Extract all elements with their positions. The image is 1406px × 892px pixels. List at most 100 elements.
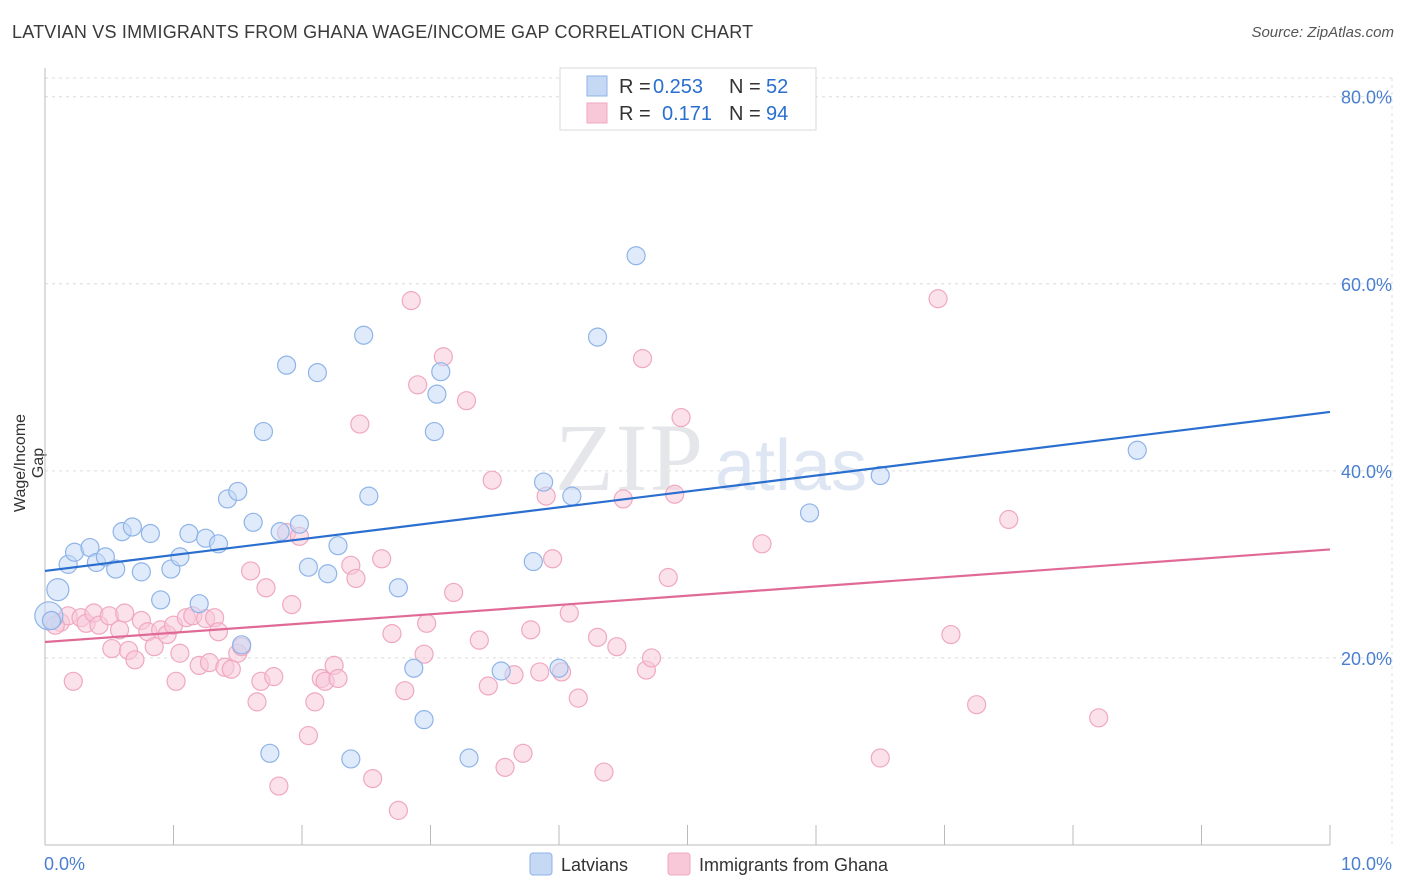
ghana-point [256, 578, 276, 598]
ghana-point [495, 757, 515, 777]
ghana-point [125, 650, 145, 670]
r-label-ghana: R = [619, 103, 651, 125]
latvians-point [388, 578, 408, 598]
ghana-point [264, 667, 284, 687]
latvians-point [533, 472, 554, 492]
latvians-point [270, 522, 290, 542]
latvians-point [106, 559, 126, 579]
latvians-swatch [586, 75, 608, 97]
latvians-point [232, 635, 252, 655]
ghana-point [388, 800, 408, 820]
latvians-point [799, 503, 820, 523]
ghana-point [542, 549, 563, 569]
legend-ghana-label: Immigrants from Ghana [699, 855, 889, 875]
ghana-point [305, 692, 325, 712]
latvians-point [424, 421, 444, 442]
ghana-point [247, 692, 267, 712]
ghana-point [282, 595, 302, 615]
latvians-point [414, 710, 434, 730]
ghana-point [382, 624, 402, 644]
ghana-point [269, 776, 289, 796]
legend-latvians-swatch [529, 852, 553, 876]
r-label-latvians: R = [619, 76, 651, 98]
ghana-point [417, 613, 437, 633]
latvians-point [587, 327, 608, 347]
ghana-point [752, 534, 772, 554]
ghana-point [641, 648, 662, 668]
y-tick-label: 80.0% [1341, 88, 1392, 108]
tick-labels: 20.0% 40.0% 60.0% 80.0% 0.0% 10.0% [44, 88, 1392, 874]
ghana-point [594, 762, 614, 782]
grid-lines [45, 77, 1393, 845]
ghana-point [456, 391, 477, 411]
ghana-point [115, 603, 135, 623]
axes [44, 68, 1331, 846]
ghana-trend-line [44, 548, 1331, 644]
latvians-point [289, 514, 310, 534]
data-points [34, 246, 1147, 820]
n-value-ghana: 94 [766, 103, 788, 125]
ghana-point [346, 568, 366, 589]
latvians-point [170, 547, 190, 567]
watermark-atlas: atlas [715, 426, 867, 506]
x-tick-label-left: 0.0% [44, 854, 85, 874]
ghana-point [513, 743, 533, 763]
latvians-point [404, 658, 424, 678]
ghana-point [241, 561, 261, 581]
ghana-point [408, 375, 428, 395]
ghana-point [444, 582, 464, 603]
latvians-point [276, 355, 297, 375]
latvians-point [427, 384, 447, 404]
ghana-point [372, 549, 392, 569]
ghana-point [328, 668, 348, 689]
latvians-point [523, 551, 543, 572]
x-tick-label-right: 10.0% [1341, 854, 1392, 874]
latvians-point [298, 557, 319, 577]
latvians-point [151, 590, 171, 610]
ghana-point [414, 644, 434, 664]
ghana-point [401, 291, 421, 311]
n-value-latvians: 52 [766, 76, 788, 98]
latvians-point [341, 749, 361, 769]
latvians-point [41, 610, 62, 631]
latvians-trend-line [44, 410, 1331, 573]
ghana-point [941, 624, 961, 645]
latvians-point [307, 363, 328, 383]
y-tick-label: 60.0% [1341, 275, 1392, 295]
r-value-ghana: 0.171 [662, 103, 712, 125]
n-label-ghana: N = [729, 103, 761, 125]
ghana-point [928, 289, 948, 309]
latvians-point [253, 421, 274, 442]
series-legend: Latvians Immigrants from Ghana [529, 852, 889, 876]
ghana-point [999, 509, 1019, 530]
ghana-point [298, 725, 319, 746]
latvians-point [260, 743, 280, 763]
latvians-point [328, 536, 348, 556]
latvians-point [491, 661, 511, 681]
ghana-point [530, 662, 550, 682]
latvians-point [562, 486, 582, 506]
latvians-point [459, 748, 479, 768]
latvians-point [122, 517, 142, 537]
ghana-point [1089, 708, 1109, 728]
latvians-point [46, 578, 70, 602]
watermark: ZIP atlas [555, 404, 867, 511]
legend-ghana-swatch [667, 852, 691, 876]
y-tick-label: 40.0% [1341, 462, 1392, 482]
ghana-point [870, 748, 890, 768]
latvians-point [431, 362, 451, 382]
latvians-point [354, 325, 374, 345]
ghana-point [478, 676, 498, 696]
ghana-point [658, 567, 678, 588]
ghana-point [144, 637, 164, 657]
r-value-latvians: 0.253 [653, 76, 703, 98]
ghana-swatch [586, 102, 608, 124]
chart-title: LATVIAN VS IMMIGRANTS FROM GHANA WAGE/IN… [12, 22, 754, 42]
ghana-point [469, 630, 489, 650]
latvians-point [626, 246, 646, 266]
ghana-point [170, 643, 190, 663]
ghana-point [559, 603, 579, 623]
ghana-point [395, 681, 415, 701]
ghana-point [632, 349, 653, 369]
